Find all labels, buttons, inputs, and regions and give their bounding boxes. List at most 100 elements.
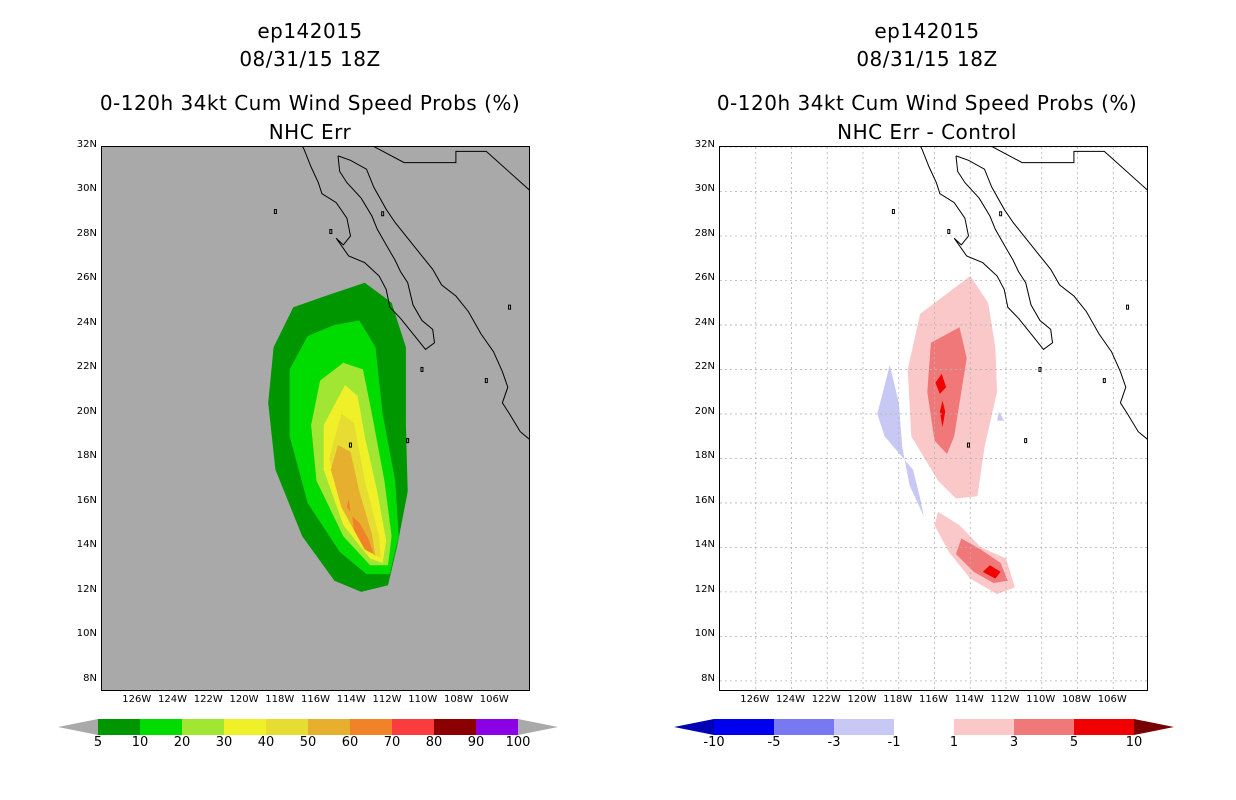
mainland-coastline: [337, 155, 529, 440]
colorbar-tick-label: 3: [1009, 735, 1019, 750]
left-subtitle: NHC Err: [268, 120, 352, 144]
lat-tick-label: 8N: [83, 672, 97, 684]
baja-coastline: [920, 147, 1054, 351]
lon-tick-label: 122W: [193, 694, 223, 705]
lat-tick-label: 24N: [76, 316, 97, 328]
left-map-plot: [102, 147, 529, 690]
island-mark: [966, 442, 970, 448]
colorbar-tick-label: 1: [949, 735, 959, 750]
colorbar-tick-label: 80: [425, 735, 443, 750]
lon-tick-label: 116W: [301, 694, 330, 705]
mainland-coastline: [955, 155, 1147, 440]
left-colorbar: [58, 719, 558, 735]
right-datetime: 08/31/15 18Z: [856, 47, 998, 71]
grid-lines: [720, 147, 1147, 690]
us-mexico-border: [991, 147, 1147, 191]
colorbar-tick-label: 5: [93, 735, 103, 750]
colorbar-swatch: [476, 719, 519, 735]
colorbar-swatch: [834, 719, 895, 735]
lon-tick-label: 122W: [811, 694, 841, 705]
left-storm-id: ep142015: [257, 19, 363, 43]
contour-level-60-7: [346, 498, 351, 512]
island-mark: [329, 229, 333, 235]
colorbar-under-triangle: [58, 719, 98, 735]
colorbar-tick-label: 40: [257, 735, 275, 750]
colorbar-swatch: [350, 719, 393, 735]
colorbar-tick-label: 30: [215, 735, 233, 750]
lon-tick-label: 118W: [883, 694, 913, 705]
lat-tick-label: 16N: [76, 494, 97, 506]
island-mark: [891, 209, 895, 215]
lat-tick-label: 28N: [694, 227, 715, 239]
lon-tick-label: 120W: [847, 694, 877, 705]
lat-tick-label: 20N: [76, 405, 97, 417]
lat-tick-label: 8N: [701, 672, 715, 684]
left-product-title: 0-120h 34kt Cum Wind Speed Probs (%): [99, 91, 521, 115]
lon-tick-label: 112W: [990, 694, 1020, 705]
colorbar-tick-label: 100: [505, 735, 531, 750]
island-mark: [381, 211, 385, 217]
lon-tick-label: 114W: [954, 694, 984, 705]
colorbar-swatch: [434, 719, 477, 735]
colorbar-over-triangle: [1134, 719, 1174, 735]
island-mark: [406, 438, 410, 444]
colorbar-tick-label: 50: [299, 735, 317, 750]
lat-tick-label: 30N: [694, 183, 715, 195]
lon-tick-label: 110W: [1026, 694, 1056, 705]
island-mark: [273, 209, 277, 215]
colorbar-tick-label: 70: [383, 735, 401, 750]
island-mark: [420, 366, 424, 372]
island-mark: [348, 442, 352, 448]
colorbar-swatch: [140, 719, 183, 735]
lon-tick-label: 116W: [919, 694, 948, 705]
colorbar-tick-label: -3: [827, 735, 841, 750]
colorbar-tick-label: 90: [467, 735, 485, 750]
lat-tick-label: 18N: [76, 450, 97, 462]
colorbar-tick-label: -1: [887, 735, 901, 750]
lat-tick-label: 10N: [694, 628, 715, 640]
contour-level-5-5: [939, 400, 946, 428]
lat-tick-label: 18N: [694, 450, 715, 462]
colorbar-under-triangle: [674, 719, 714, 735]
colorbar-swatch: [392, 719, 435, 735]
baja-coastline: [302, 147, 436, 351]
right-colorbar: [674, 719, 1174, 735]
lat-tick-label: 16N: [694, 494, 715, 506]
lon-tick-label: 126W: [122, 694, 152, 705]
colorbar-tick-label: 5: [1069, 735, 1079, 750]
lon-tick-label: 124W: [158, 694, 187, 705]
island-mark: [508, 304, 512, 310]
lat-tick-label: 26N: [694, 272, 715, 284]
contour-level-3-2: [927, 327, 967, 454]
colorbar-swatch: [1014, 719, 1075, 735]
island-mark: [1126, 304, 1130, 310]
contour-level-neg1-7: [877, 365, 924, 517]
right-subtitle: NHC Err - Control: [837, 120, 1017, 144]
colorbar-swatch: [894, 719, 955, 735]
colorbar-swatch: [1074, 719, 1135, 735]
island-mark: [1024, 438, 1028, 444]
right-storm-id: ep142015: [874, 19, 980, 43]
colorbar-swatch: [774, 719, 835, 735]
left-map-frame: [101, 146, 530, 691]
lat-tick-label: 22N: [76, 361, 97, 373]
lat-tick-label: 12N: [76, 583, 97, 595]
lat-tick-label: 12N: [694, 583, 715, 595]
lon-tick-label: 108W: [444, 694, 473, 705]
lat-tick-label: 22N: [694, 361, 715, 373]
lat-tick-label: 32N: [76, 139, 97, 150]
colorbar-tick-label: 10: [131, 735, 149, 750]
right-map-frame: [719, 146, 1148, 691]
lat-tick-label: 28N: [76, 227, 97, 239]
island-mark: [999, 211, 1003, 217]
right-product-title: 0-120h 34kt Cum Wind Speed Probs (%): [716, 91, 1138, 115]
lat-tick-label: 14N: [694, 539, 715, 551]
colorbar-swatch: [714, 719, 775, 735]
island-mark: [947, 229, 951, 235]
contour-level-50-5: [330, 445, 376, 557]
contour-level-neg1-8: [997, 411, 1005, 421]
colorbar-swatch: [308, 719, 351, 735]
colorbar-tick-label: 60: [341, 735, 359, 750]
colorbar-swatch: [98, 719, 141, 735]
lon-tick-label: 112W: [372, 694, 402, 705]
